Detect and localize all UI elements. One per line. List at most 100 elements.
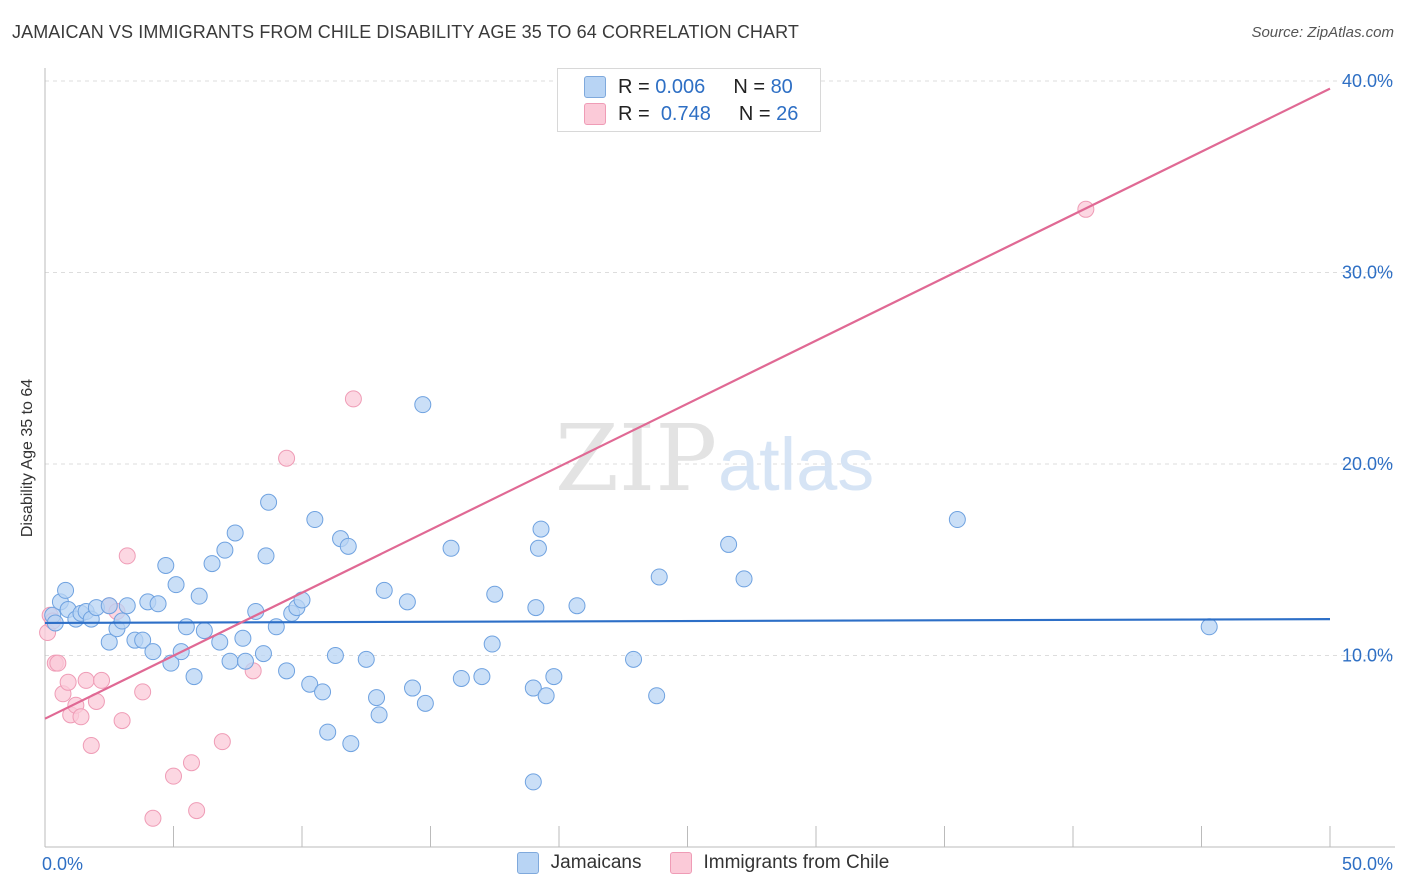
jamaican-point	[314, 683, 332, 701]
legend-r-value-chile: 0.748	[660, 102, 711, 125]
jamaican-point	[342, 735, 360, 753]
legend-n-label: N =	[738, 102, 771, 125]
jamaican-point	[167, 576, 185, 594]
chile-point	[113, 712, 131, 730]
jamaican-point	[483, 635, 501, 653]
jamaican-point	[1200, 618, 1218, 636]
jamaican-point	[442, 539, 460, 557]
watermark: ZIP atlas	[555, 405, 874, 512]
jamaican-point	[226, 524, 244, 542]
jamaican-point	[398, 593, 416, 611]
jamaican-point	[100, 633, 118, 651]
chile-point	[82, 737, 100, 755]
jamaican-point	[532, 520, 550, 538]
jamaican-point	[720, 535, 738, 553]
y-tick-label: 30.0%	[1342, 263, 1393, 283]
chile-point	[213, 733, 231, 751]
jamaican-point	[486, 585, 504, 603]
jamaican-point	[190, 587, 208, 605]
jamaican-point	[144, 643, 162, 661]
correlation-legend: R = 0.006 N = 80 R = 0.748 N = 26	[557, 68, 821, 132]
jamaican-point	[157, 556, 175, 574]
jamaican-point	[185, 668, 203, 686]
jamaican-points	[44, 396, 1218, 791]
jamaican-point	[527, 599, 545, 617]
y-tick-label: 40.0%	[1342, 71, 1393, 91]
chile-point	[118, 547, 136, 565]
x-tick-label-min: 0.0%	[42, 854, 83, 874]
chile-point	[49, 654, 67, 672]
jamaican-point	[257, 547, 275, 565]
jamaican-point	[368, 689, 386, 707]
jamaican-point	[452, 669, 470, 687]
legend-swatch-chile	[584, 103, 606, 125]
jamaican-point	[416, 694, 434, 712]
chile-point	[188, 802, 206, 820]
legend-r-label: R =	[618, 102, 650, 125]
jamaican-point	[545, 668, 563, 686]
chile-point	[344, 390, 362, 408]
jamaican-point	[375, 581, 393, 599]
legend-n-label: N =	[733, 75, 765, 98]
legend-swatch-jamaicans	[516, 852, 539, 874]
jamaican-point	[113, 612, 131, 630]
jamaican-point	[650, 568, 668, 586]
chile-point	[165, 767, 182, 785]
jamaican-point	[948, 511, 966, 529]
jamaican-trend-line	[44, 618, 1331, 625]
y-tick-label: 10.0%	[1342, 646, 1393, 666]
jamaican-point	[404, 679, 422, 697]
jamaican-point	[57, 581, 75, 599]
jamaican-point	[254, 645, 272, 663]
jamaican-point	[537, 687, 555, 705]
chile-point	[93, 671, 111, 689]
chile-point	[144, 809, 162, 827]
watermark-atlas: atlas	[718, 423, 874, 506]
legend-swatch-chile	[669, 852, 692, 874]
jamaican-point	[278, 662, 296, 680]
jamaican-point	[236, 652, 254, 670]
jamaican-point	[524, 679, 542, 697]
chile-point	[182, 754, 200, 772]
legend-row-jamaicans: R = 0.006 N = 80	[584, 75, 793, 99]
chile-point	[72, 708, 90, 726]
chart-title: JAMAICAN VS IMMIGRANTS FROM CHILE DISABI…	[12, 22, 800, 42]
jamaican-point	[149, 595, 167, 613]
legend-label-jamaicans: Jamaicans	[550, 852, 642, 873]
legend-n-value-jamaicans: 80	[770, 75, 793, 98]
jamaican-point	[134, 631, 152, 649]
legend-item-jamaicans[interactable]: Jamaicans	[516, 852, 642, 874]
jamaican-point	[203, 555, 221, 573]
axes	[44, 68, 1395, 848]
gridlines	[45, 80, 1395, 656]
chile-points	[39, 200, 1095, 827]
jamaican-point	[357, 650, 375, 668]
jamaican-point	[529, 539, 547, 557]
jamaican-point	[260, 493, 278, 511]
legend-item-chile[interactable]: Immigrants from Chile	[669, 852, 890, 874]
jamaican-point	[326, 647, 344, 664]
chile-point	[134, 683, 152, 701]
jamaican-point	[524, 773, 542, 791]
jamaican-point	[319, 723, 337, 741]
legend-r-label: R =	[618, 75, 650, 98]
jamaican-point	[414, 396, 432, 414]
jamaican-point	[177, 618, 195, 636]
jamaican-point	[216, 541, 234, 559]
jamaican-point	[221, 652, 239, 670]
legend-swatch-jamaicans	[584, 76, 606, 98]
jamaican-point	[473, 668, 491, 686]
jamaican-point	[306, 511, 324, 529]
jamaican-point	[648, 687, 666, 705]
jamaican-point	[339, 537, 357, 555]
legend-row-chile: R = 0.748 N = 26	[584, 102, 798, 126]
jamaican-point	[735, 570, 753, 588]
legend-r-value-jamaicans: 0.006	[655, 75, 706, 98]
jamaican-point	[568, 597, 586, 615]
series-legend: Jamaicans Immigrants from Chile	[0, 852, 1406, 874]
trend-lines	[44, 87, 1331, 720]
jamaican-point	[118, 597, 136, 615]
x-tick-label-max: 50.0%	[1342, 854, 1393, 874]
legend-label-chile: Immigrants from Chile	[703, 852, 890, 873]
